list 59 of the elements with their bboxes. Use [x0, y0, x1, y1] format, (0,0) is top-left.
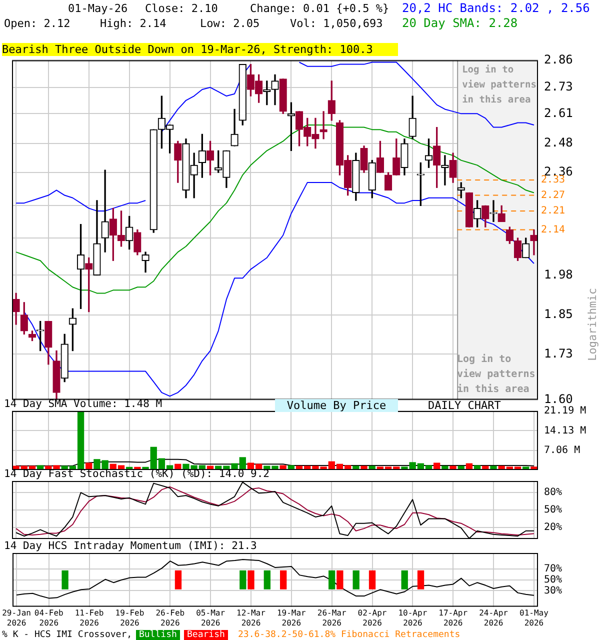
y-tick-label: 1.98	[544, 267, 573, 282]
text: Low: 2.05	[200, 17, 260, 30]
band-label: Log in to view patterns in this area	[457, 352, 536, 397]
x-tick-label: 11-Feb 2026	[74, 608, 104, 628]
x-tick-label: 26-Feb 2026	[156, 608, 185, 628]
y-tick-label: 50%	[544, 574, 562, 586]
x-tick-label: 10-Apr 2026	[398, 608, 428, 628]
candlestick	[530, 229, 538, 256]
x-tick-label: 01-May 2026	[520, 608, 549, 628]
y-tick-label: 2.61	[544, 106, 573, 120]
candlestick	[320, 110, 328, 139]
annotation: DAILY CHART	[428, 399, 501, 412]
chart-title: 14 Day HCS Intraday Momentum (IMI): 21.3	[4, 540, 257, 552]
x-tick-label: 02-Apr 2026	[358, 608, 387, 628]
text: Open: 2.12	[4, 17, 70, 30]
ref-line-label: 2.21	[541, 205, 566, 216]
y-tick-label: 30%	[544, 585, 562, 596]
text: 20 Day SMA: 2.28	[402, 16, 518, 30]
text: 01-May-26	[68, 2, 128, 15]
x-tick-label: 19-Mar 2026	[276, 608, 306, 628]
ref-line-label: 2.27	[541, 190, 566, 201]
y-tick-label: 1.73	[544, 346, 573, 360]
x-tick-label: 29-Jan 2026	[2, 608, 32, 628]
x-tick-label: 17-Apr 2026	[438, 608, 468, 628]
text: Close: 2.10	[145, 2, 218, 15]
text: High: 2.14	[100, 17, 166, 30]
text: Bearish	[184, 630, 228, 640]
text: Bullish	[136, 630, 180, 640]
y-tick-label: 80%	[544, 487, 562, 498]
chart-title: 14 Day SMA Volume: 1.48 M	[4, 398, 162, 410]
x-tick-label: 19-Feb 2026	[115, 608, 144, 628]
text: Change: 0.01 {+0.5 %}	[250, 2, 390, 15]
text: 20,2 HC Bands: 2.02 , 2.56	[402, 1, 590, 15]
y-tick-label: 2.73	[544, 79, 573, 94]
y-tick-label: 20%	[544, 522, 562, 533]
y-tick-label: 1.85	[544, 306, 573, 321]
y-tick-label: 7.06 M	[544, 444, 580, 456]
y-tick-label: 1.60	[544, 392, 573, 406]
x-tick-label: 12-Mar 2026	[236, 608, 266, 628]
x-tick-label: 04-Feb 2026	[34, 608, 64, 628]
annotation: Log in to view patterns in this area	[462, 64, 536, 106]
text: Vol: 1,050,693	[290, 17, 383, 30]
annotation: Volume By Price	[275, 399, 398, 412]
y-tick-label: 50%	[544, 504, 562, 516]
ref-line-label: 2.14	[541, 224, 566, 236]
candlestick	[441, 154, 449, 186]
y-tick-label: 2.86	[544, 52, 573, 66]
legend-title: % K - HCS IMI Crossover,	[2, 630, 132, 640]
x-tick-label: 26-Mar 2026	[317, 608, 346, 628]
y-tick-label: 70%	[544, 564, 562, 575]
y-tick-label: 21.19 M	[544, 406, 586, 417]
y-tick-label: 14.13 M	[544, 425, 586, 436]
x-tick-label: 05-Mar 2026	[196, 608, 226, 628]
y-tick-label: 2.48	[544, 135, 573, 150]
text: 23.6-38.2-50-61.8% Fibonacci Retracements	[238, 630, 460, 640]
text: Bearish Three Outside Down on 19-Mar-26, Strength: 100.3	[2, 43, 398, 56]
x-tick-label: 24-Apr 2026	[479, 608, 508, 628]
y-axis-title: Logarithmic	[586, 288, 599, 361]
candlestick	[101, 170, 109, 252]
